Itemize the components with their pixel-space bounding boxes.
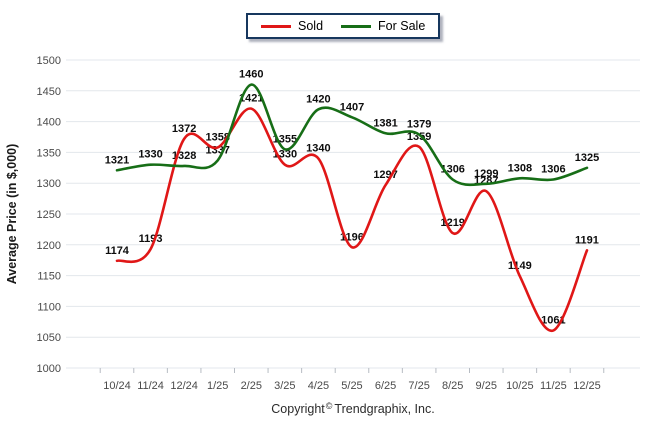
legend: Sold For Sale <box>246 13 441 39</box>
y-tick-label: 1250 <box>37 209 61 221</box>
x-tick-label: 12/25 <box>573 380 601 392</box>
data-label-for-sale: 1299 <box>474 168 498 180</box>
legend-label-sold: Sold <box>298 19 324 33</box>
data-label-sold: 1372 <box>172 123 196 135</box>
y-tick-label: 1450 <box>37 86 61 98</box>
x-tick-label: 3/25 <box>274 380 295 392</box>
y-tick-label: 1200 <box>37 240 61 252</box>
data-label-sold: 1149 <box>508 260 532 272</box>
data-label-sold: 1340 <box>306 143 330 155</box>
legend-label-for-sale: For Sale <box>378 19 426 33</box>
copyright-post: Trendgraphix, Inc. <box>334 402 435 416</box>
legend-item-sold: Sold <box>261 19 323 33</box>
y-tick-label: 1000 <box>37 363 61 375</box>
copyright-symbol-icon: © <box>325 401 333 411</box>
x-tick-label: 9/25 <box>476 380 497 392</box>
data-label-for-sale: 1407 <box>340 101 364 113</box>
data-label-sold: 1174 <box>105 245 130 257</box>
legend-line-swatch-for-sale <box>341 24 372 28</box>
for-sale-line <box>115 83 589 187</box>
legend-item-for-sale: For Sale <box>341 19 425 33</box>
x-tick-label: 1/25 <box>207 380 228 392</box>
x-tick-label: 6/25 <box>375 380 396 392</box>
data-label-for-sale: 1379 <box>407 119 431 131</box>
y-tick-label: 1400 <box>37 117 61 129</box>
x-axis: 10/24 11/24 12/24 1/25 2/25 3/25 4/25 5/25 6/25 7… <box>99 368 605 392</box>
y-tick-label: 1500 <box>37 55 61 67</box>
data-label-sold: 1297 <box>373 169 397 181</box>
y-axis-tick-labels: 1000 1050 1100 1150 1200 1250 1300 1350 1400 1450… <box>37 55 61 375</box>
data-label-for-sale: 1420 <box>306 93 330 105</box>
legend-line-swatch-sold <box>261 24 291 28</box>
data-label-for-sale: 1321 <box>105 154 129 166</box>
x-tick-label: 7/25 <box>408 380 429 392</box>
x-tick-label: 5/25 <box>341 380 362 392</box>
copyright-text: Copyright© Trendgraphix, Inc. <box>60 401 646 416</box>
x-tick-label: 10/25 <box>506 380 534 392</box>
x-tick-label: 11/25 <box>540 380 567 392</box>
x-tick-label: 4/25 <box>308 380 329 392</box>
y-tick-label: 1300 <box>37 178 61 190</box>
x-tick-label: 2/25 <box>241 380 262 392</box>
data-label-for-sale: 1460 <box>239 69 263 81</box>
data-label-for-sale: 1325 <box>575 152 599 164</box>
data-label-sold: 1193 <box>139 233 163 245</box>
data-label-for-sale: 1381 <box>373 117 397 129</box>
sold-line <box>115 107 589 332</box>
x-tick-label: 10/24 <box>103 380 131 392</box>
data-label-for-sale: 1306 <box>541 164 565 176</box>
data-label-sold: 1421 <box>239 93 263 105</box>
y-tick-label: 1100 <box>37 301 61 313</box>
copyright-pre: Copyright <box>271 402 325 416</box>
x-tick-label: 8/25 <box>442 380 463 392</box>
x-tick-label: 12/24 <box>170 380 198 392</box>
data-label-for-sale: 1308 <box>508 162 532 174</box>
x-tick-label: 11/24 <box>137 380 164 392</box>
data-label-sold: 1191 <box>575 234 599 246</box>
y-tick-label: 1050 <box>37 332 61 344</box>
y-tick-label: 1350 <box>37 147 61 159</box>
y-tick-label: 1150 <box>37 271 61 283</box>
data-label-for-sale: 1330 <box>138 149 162 161</box>
y-axis-title: Average Price (in $,000) <box>5 144 19 285</box>
